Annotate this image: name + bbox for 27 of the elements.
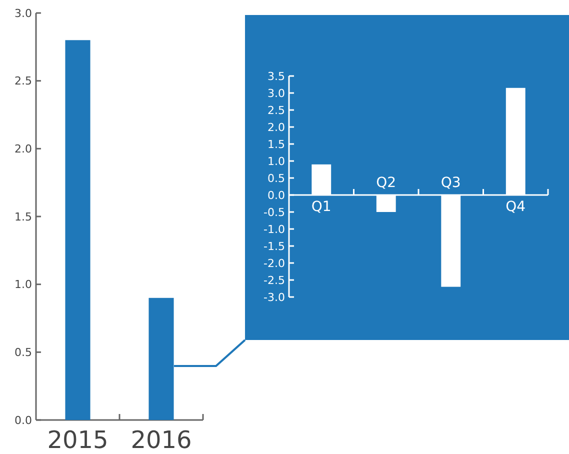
y-tick-label: 1.5 [14,210,32,224]
y-tick-label: 2.0 [14,142,32,156]
x-tick-label: Q4 [506,199,526,215]
y-tick-label: 0.5 [268,172,285,185]
y-tick-label: 2.0 [268,120,285,134]
y-tick-label: 2.5 [14,74,32,88]
x-tick-label: 2015 [47,426,108,454]
y-tick-label: 1.0 [14,278,32,292]
y-tick-label: -2.0 [264,256,285,270]
y-tick-label: 3.0 [14,6,32,20]
x-tick-label: Q1 [311,199,332,215]
y-tick-label: -1.5 [264,240,285,253]
y-tick-label: 0.5 [14,346,32,360]
y-tick-label: -1.0 [264,222,285,236]
y-tick-label: 1.0 [268,154,285,168]
x-tick-label: 2016 [130,426,192,454]
y-tick-label: 2.5 [268,104,285,117]
y-tick-label: -2.5 [264,274,285,287]
y-tick-label: 0.0 [14,414,32,427]
y-tick-label: -3.0 [264,290,285,304]
x-tick-label: Q2 [376,175,396,191]
y-tick-label: -0.5 [264,206,285,219]
y-tick-label: 3.5 [268,70,285,83]
y-tick-label: 0.0 [268,188,285,202]
x-tick-label: Q3 [440,175,461,191]
y-tick-label: 1.5 [268,138,285,151]
y-tick-label: 3.0 [268,86,285,100]
